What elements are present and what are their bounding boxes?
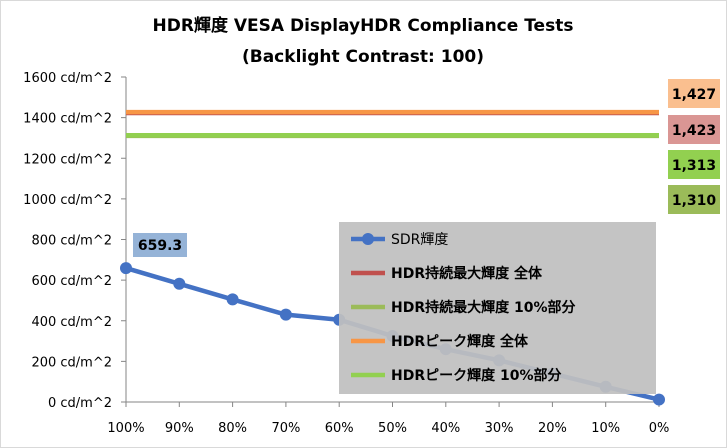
legend-label: HDRピーク輝度 全体 (391, 333, 529, 350)
x-tick-label: 100% (107, 421, 144, 436)
chart-title: HDR輝度 VESA DisplayHDR Compliance Tests (153, 15, 574, 36)
y-tick-label: 1600 cd/m^2 (23, 71, 112, 86)
sdr-point (120, 262, 132, 275)
data-label: 659.3 (138, 238, 182, 254)
data-label-box (668, 185, 720, 214)
data-label-box (668, 150, 720, 179)
sdr-point (279, 308, 292, 321)
data-label: 1,313 (672, 158, 716, 174)
sdr-point (173, 277, 186, 290)
y-tick-label: 0 cd/m^2 (48, 396, 112, 411)
data-label: 1,423 (672, 123, 716, 139)
y-tick-label: 800 cd/m^2 (31, 234, 112, 249)
y-tick-label: 1400 cd/m^2 (23, 112, 112, 127)
x-tick-label: 90% (165, 421, 194, 436)
y-tick-label: 1200 cd/m^2 (23, 152, 112, 167)
x-tick-label: 20% (538, 421, 567, 436)
data-label: 1,310 (672, 193, 717, 209)
data-label-box (668, 115, 720, 144)
y-tick-label: 200 cd/m^2 (31, 355, 112, 370)
legend-label: HDRピーク輝度 10%部分 (391, 367, 562, 384)
plot-area: 0 cd/m^2 200 cd/m^2 400 cd/m^2 600 cd/m^2 80… (23, 71, 720, 436)
x-tick-label: 60% (325, 421, 354, 436)
legend-label: HDR持続最大輝度 全体 (391, 265, 543, 282)
data-label: 1,427 (672, 87, 716, 103)
x-tick-label: 70% (271, 421, 300, 436)
x-tick-label: 0% (649, 421, 670, 436)
chart-subtitle: (Backlight Contrast: 100) (242, 47, 484, 67)
x-tick-label: 50% (378, 421, 407, 436)
data-label-box (668, 79, 720, 108)
x-tick-label: 80% (218, 421, 247, 436)
x-tick-label: 40% (431, 421, 460, 436)
y-tick-label: 1000 cd/m^2 (23, 193, 112, 208)
data-label-box (133, 233, 187, 257)
x-tick-label: 10% (591, 421, 620, 436)
sdr-point (226, 293, 239, 306)
y-tick-label: 400 cd/m^2 (31, 315, 112, 330)
x-tick-label: 30% (485, 421, 514, 436)
y-tick-label: 600 cd/m^2 (31, 274, 112, 289)
legend-swatch-marker (362, 233, 374, 245)
legend-box (339, 222, 656, 394)
legend-label: SDR輝度 (391, 232, 448, 248)
legend-label: HDR持続最大輝度 10%部分 (391, 299, 576, 316)
sdr-point (653, 393, 665, 406)
